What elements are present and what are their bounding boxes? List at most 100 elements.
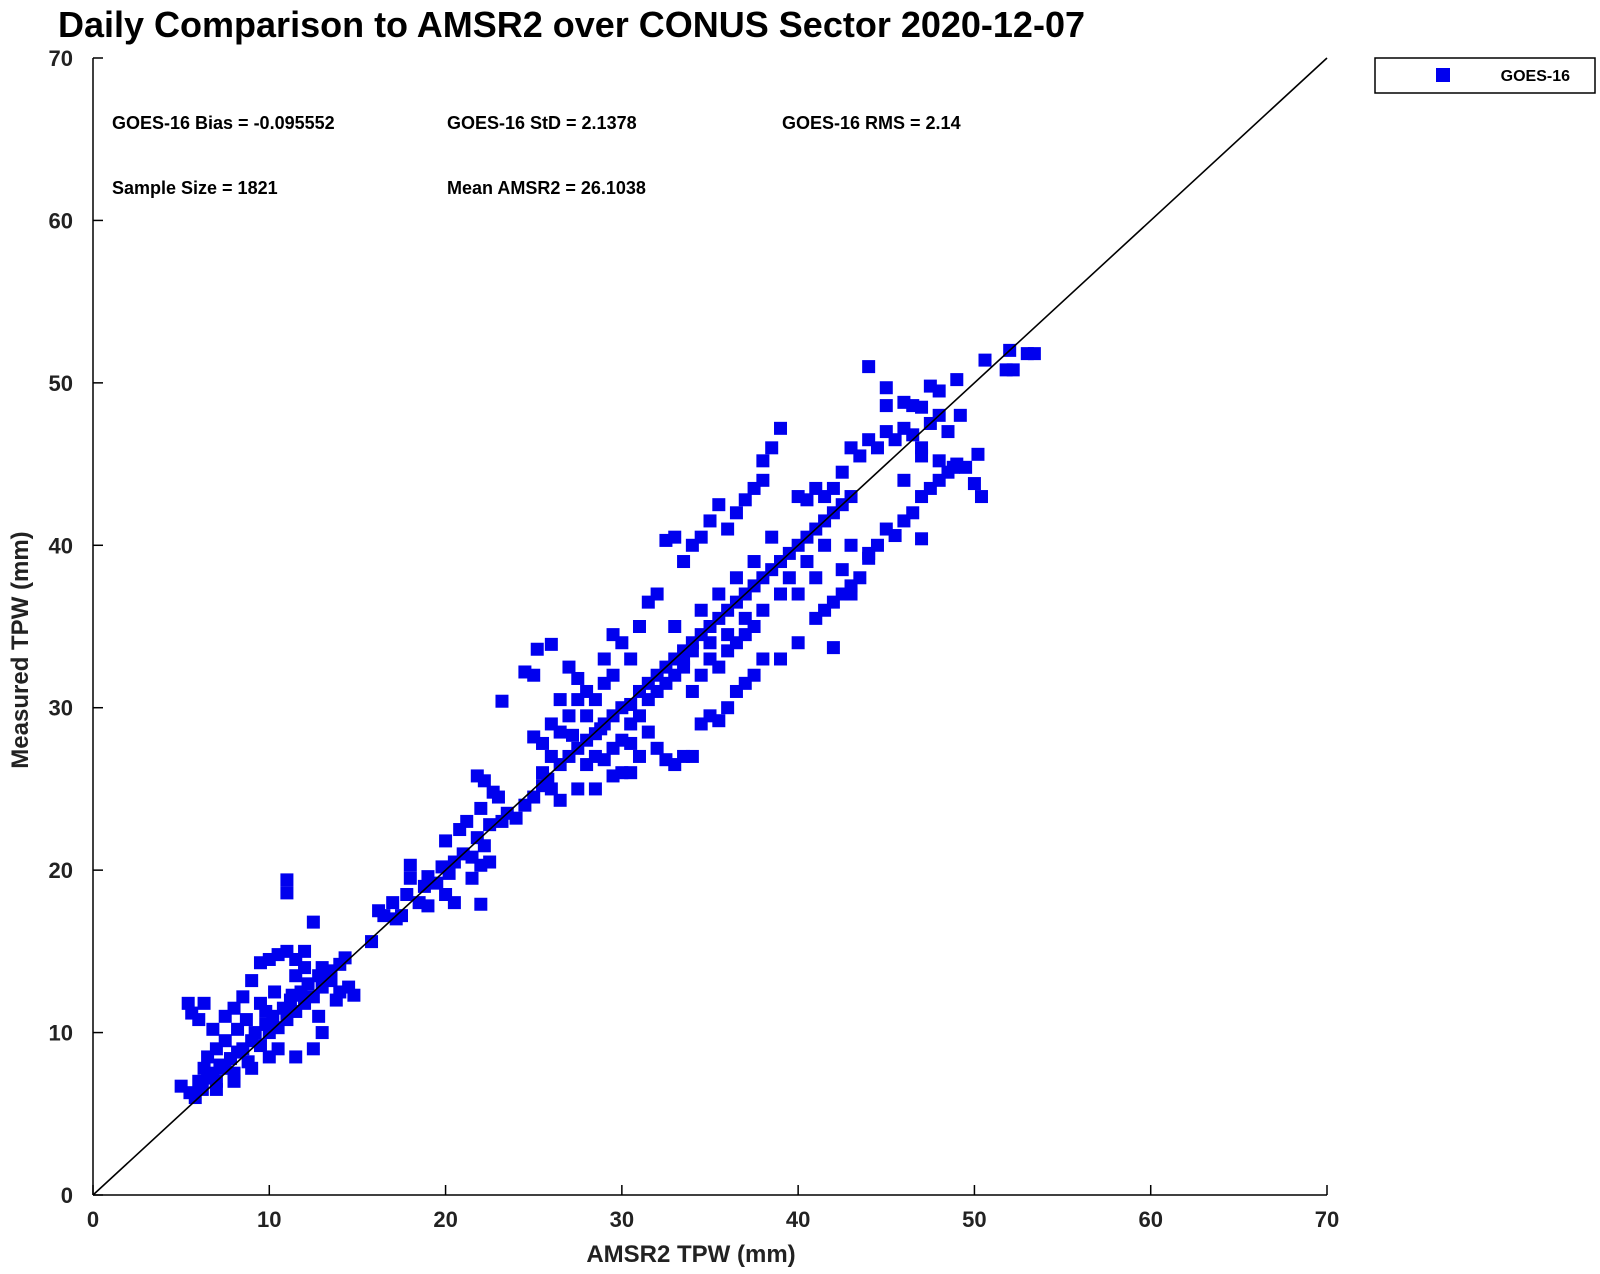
scatter-point [712,498,726,512]
scatter-point [245,1061,259,1075]
scatter-point [756,603,770,617]
y-tick-label: 0 [61,1183,73,1208]
scatter-point [650,741,664,755]
scatter-point [227,1001,241,1015]
scatter-point [483,855,497,869]
scatter-point [483,818,497,832]
scatter-point [477,839,491,853]
scatter-point [365,935,379,949]
scatter-point [906,428,920,442]
scatter-point [606,769,620,783]
scatter-point [826,641,840,655]
scatter-point [442,866,456,880]
scatter-point [862,551,876,565]
scatter-point [950,373,964,387]
scatter-point [800,493,814,507]
scatter-point [588,782,602,796]
scatter-point [946,460,960,474]
scatter-point [597,753,611,767]
scatter-point [615,636,629,650]
scatter-point [721,701,735,715]
scatter-point [439,834,453,848]
scatter-point [495,694,509,708]
scatter-point [477,774,491,788]
scatter-point [289,1050,303,1064]
scatter-point [347,988,361,1002]
scatter-point [218,1034,232,1048]
scatter-point [870,441,884,455]
scatter-point [685,684,699,698]
scatter-point [774,587,788,601]
scatter-point [818,538,832,552]
scatter-point [756,652,770,666]
scatter-point [298,961,312,975]
scatter-point [197,996,211,1010]
scatter-point [774,652,788,666]
scatter-point [389,912,403,926]
scatter-point [377,909,391,923]
chart-title: Daily Comparison to AMSR2 over CONUS Sec… [58,4,1085,45]
scatter-point [248,1026,262,1040]
scatter-point [685,644,699,658]
legend-label-goes-16: GOES-16 [1501,68,1570,85]
scatter-point [206,1022,220,1036]
scatter-point [527,790,541,804]
scatter-point [835,465,849,479]
scatter-point [447,896,461,910]
scatter-point [915,400,929,414]
scatter-point [460,814,474,828]
x-tick-label: 0 [87,1207,99,1232]
scatter-point [403,871,417,885]
scatter-point [465,871,479,885]
axis-ticks: 0 10 20 30 40 50 60 70 0 10 20 30 40 50 60 70 [49,46,1340,1232]
scatter-point [915,532,929,546]
scatter-point [553,725,567,739]
scatter-point [844,587,858,601]
y-axis-label: Measured TPW (mm) [7,531,34,768]
scatter-point [677,555,691,569]
scatter-point [386,896,400,910]
scatter-point [800,555,814,569]
scatter-point [677,660,691,674]
x-axis-label: AMSR2 TPW (mm) [586,1241,795,1268]
stat-annotation: Mean AMSR2 = 26.1038 [447,178,646,198]
scatter-point [301,977,315,991]
x-tick-label: 20 [433,1207,457,1232]
scatter-point [491,790,505,804]
scatter-point [562,660,576,674]
scatter-point [641,725,655,739]
scatter-point [195,1082,209,1096]
scatter-point [1027,347,1041,361]
scatter-point [738,493,752,507]
scatter-point [694,668,708,682]
y-tick-label: 30 [49,696,73,721]
scatter-point [765,530,779,544]
scatter-point [897,473,911,487]
scatter-point [703,514,717,528]
scatter-point [544,749,558,763]
scatter-point [870,538,884,552]
scatter-point [624,766,638,780]
scatter-point [306,1042,320,1056]
scatter-point [941,425,955,439]
scatter-point [280,873,294,887]
scatter-point [565,728,579,742]
scatter-point [853,449,867,463]
scatter-point [403,858,417,872]
scatter-point [571,782,585,796]
scatter-point [624,652,638,666]
scatter-point [259,1004,273,1018]
legend: GOES-16 [1374,57,1596,94]
scatter-point [862,360,876,374]
y-tick-label: 20 [49,858,73,883]
scatter-point [253,1039,267,1053]
scatter-point [571,671,585,685]
stat-annotation: GOES-16 StD = 2.1378 [447,113,637,133]
x-tick-label: 60 [1138,1207,1162,1232]
scatter-point [329,993,343,1007]
scatter-point [536,736,550,750]
statistics-annotations: GOES-16 Bias = -0.095552 GOES-16 StD = 2.… [112,113,961,198]
scatter-point [245,974,259,988]
scatter-point [615,733,629,747]
